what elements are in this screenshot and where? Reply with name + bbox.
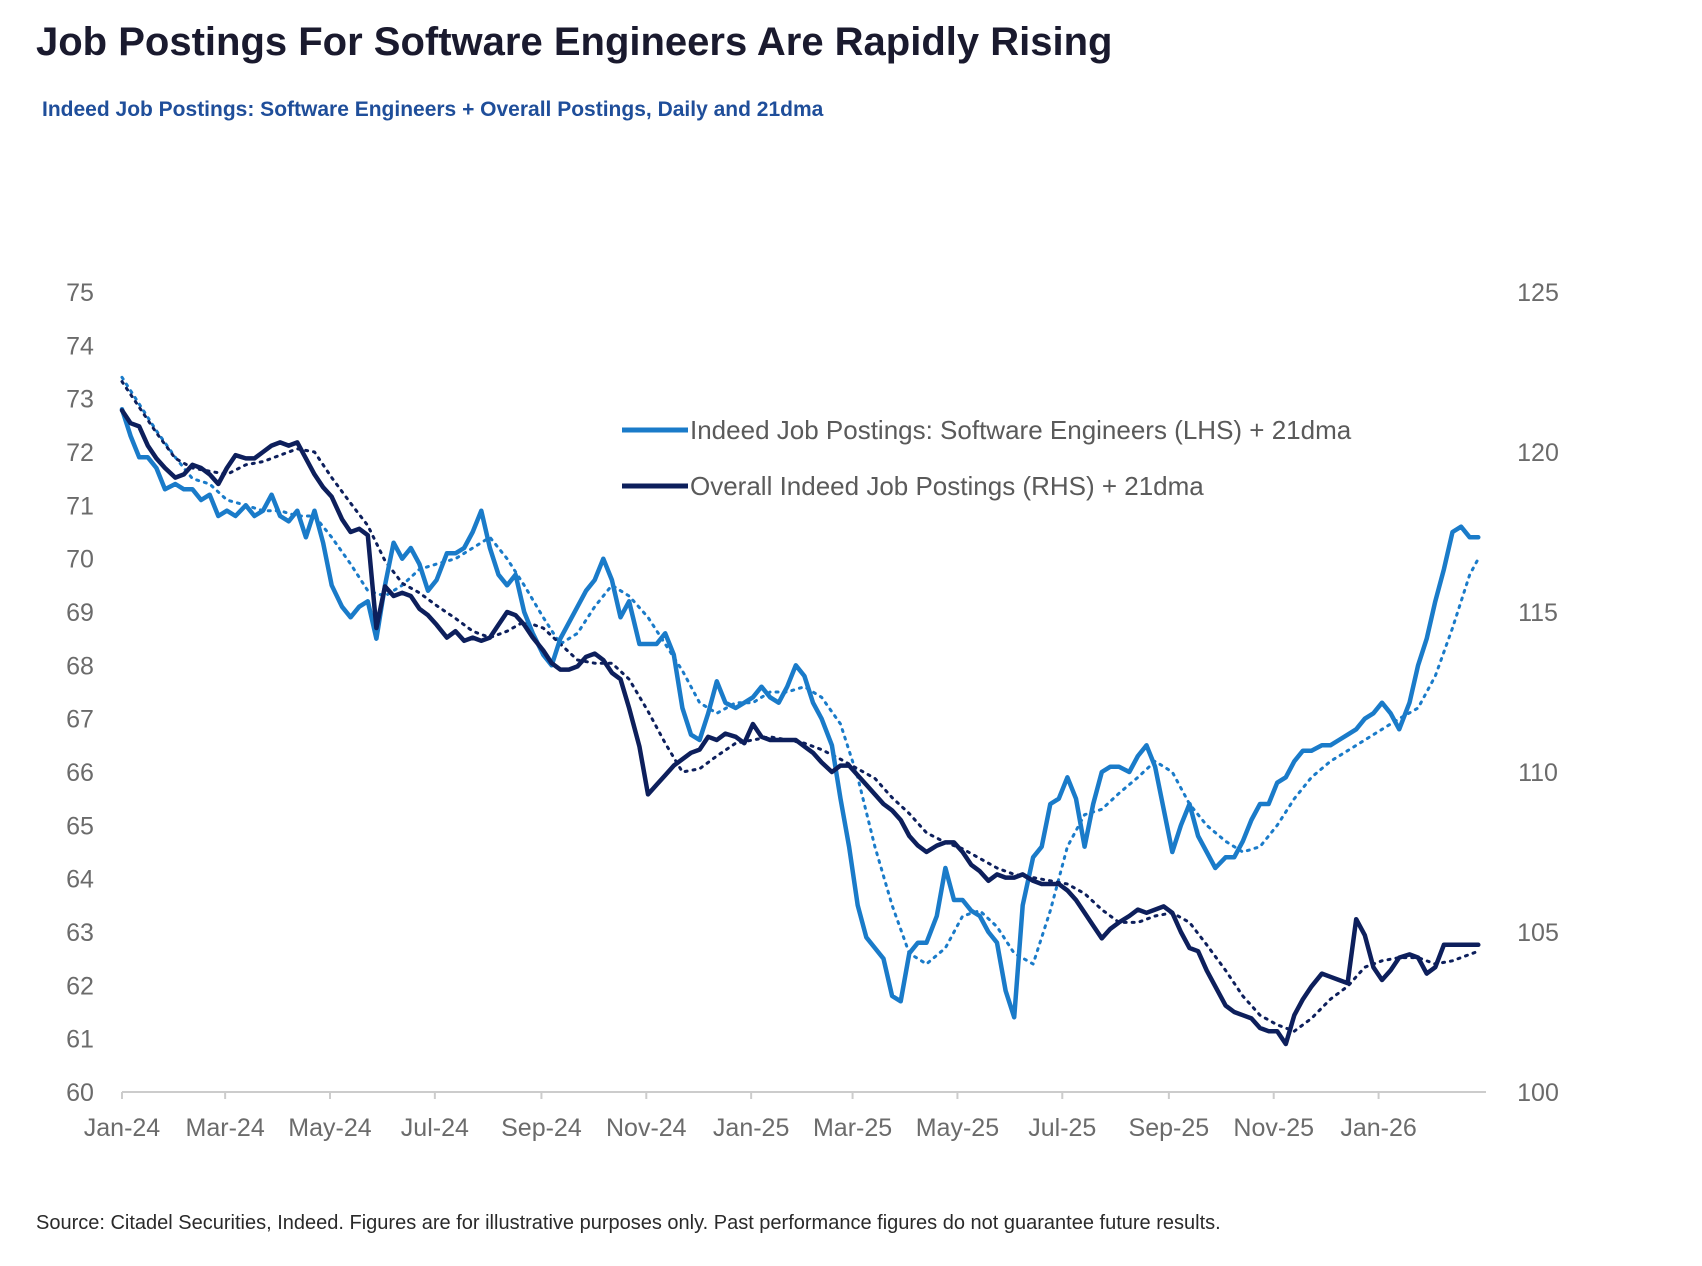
y-left-tick-label: 61 (66, 1026, 94, 1054)
y-right-tick-label: 100 (1517, 1079, 1559, 1107)
y-left-tick-label: 75 (66, 279, 94, 307)
chart-lines (119, 375, 1481, 1047)
x-tick-label: Sep-24 (501, 1114, 582, 1142)
y-left-tick-label: 74 (66, 332, 94, 360)
legend-label: Indeed Job Postings: Software Engineers … (690, 415, 1352, 445)
y-left-tick-label: 62 (66, 972, 94, 1000)
chart-axes: Jan-24 Mar-24 May-24 Jul-24 Sep-24 Nov-24 Jan-… (66, 279, 1559, 1142)
y-right-tick-label: 105 (1517, 919, 1559, 947)
y-right-tick-label: 125 (1517, 279, 1559, 307)
y-right-tick-label: 115 (1518, 599, 1558, 627)
overall-postings-line (119, 408, 1481, 1047)
chart-subtitle: Indeed Job Postings: Software Engineers … (42, 98, 824, 121)
x-tick-label: Nov-25 (1233, 1114, 1314, 1142)
overall-postings-21dma-line (120, 380, 1480, 1033)
chart-title: Job Postings For Software Engineers Are … (36, 20, 1113, 64)
y-right-tick-label: 120 (1517, 439, 1559, 467)
legend-label: Overall Indeed Job Postings (RHS) + 21dm… (690, 471, 1204, 501)
y-left-tick-label: 66 (66, 759, 94, 787)
y-left-tick-label: 64 (66, 866, 94, 894)
x-tick-label: Mar-25 (813, 1114, 892, 1142)
line-chart: Jan-24 Mar-24 May-24 Jul-24 Sep-24 Nov-24 Jan-… (66, 279, 1559, 1142)
x-tick-label: Jan-25 (713, 1114, 789, 1142)
x-tick-label: May-25 (916, 1114, 999, 1142)
x-tick-label: Jan-24 (84, 1114, 161, 1142)
x-tick-label: Jul-25 (1028, 1114, 1096, 1142)
x-tick-label: May-24 (288, 1114, 371, 1142)
y-left-tick-label: 60 (66, 1079, 94, 1107)
y-left-tick-label: 69 (66, 599, 94, 627)
software-engineers-line (119, 407, 1481, 1020)
x-tick-label: Nov-24 (606, 1114, 687, 1142)
x-tick-label: Jul-24 (401, 1114, 469, 1142)
y-left-tick-label: 63 (66, 919, 94, 947)
software-engineers-21dma-line (120, 375, 1480, 966)
x-tick-label: Sep-25 (1129, 1114, 1210, 1142)
y-left-tick-label: 73 (66, 386, 94, 414)
y-right-tick-label: 110 (1518, 759, 1558, 787)
y-left-tick-label: 68 (66, 652, 94, 680)
y-left-tick-label: 72 (66, 439, 94, 467)
source-note: Source: Citadel Securities, Indeed. Figu… (36, 1212, 1221, 1234)
y-left-tick-label: 70 (66, 546, 94, 574)
x-tick-label: Jan-26 (1340, 1114, 1416, 1142)
y-left-tick-label: 71 (66, 492, 94, 520)
y-left-tick-label: 65 (66, 812, 94, 840)
chart-legend: Indeed Job Postings: Software Engineers … (622, 415, 1352, 501)
y-left-tick-label: 67 (66, 706, 94, 734)
x-tick-label: Mar-24 (186, 1114, 265, 1142)
